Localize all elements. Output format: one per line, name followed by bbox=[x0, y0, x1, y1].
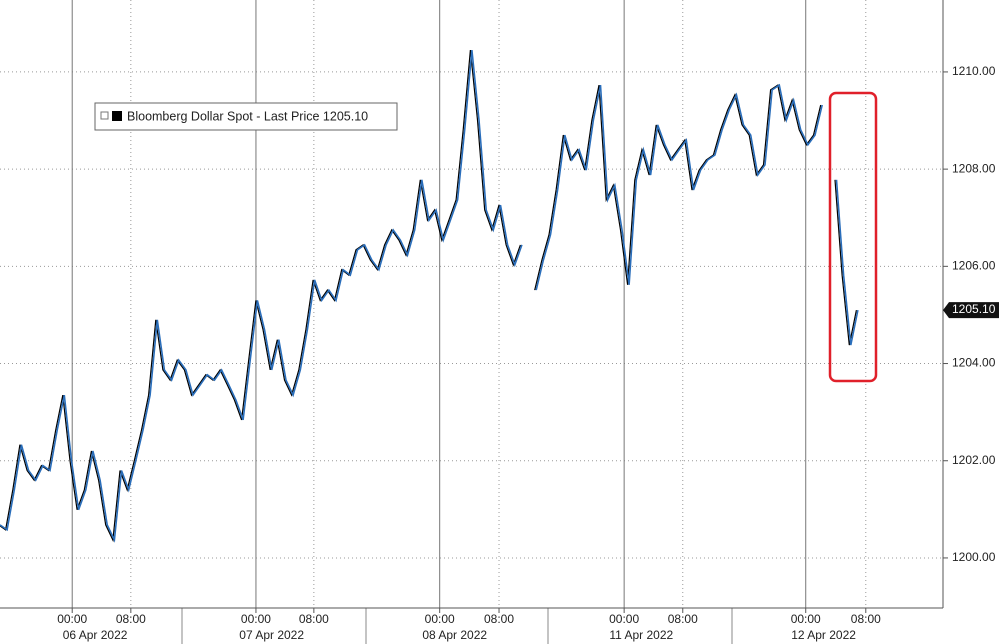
line-shadow bbox=[0, 50, 857, 543]
y-tick-label: 1200.00 bbox=[952, 550, 996, 564]
y-tick-label: 1210.00 bbox=[952, 64, 996, 78]
x-tick-label: 08:00 bbox=[116, 612, 146, 626]
legend-label: Bloomberg Dollar Spot - Last Price 1205.… bbox=[127, 109, 368, 123]
x-date-label: 06 Apr 2022 bbox=[63, 628, 128, 642]
price-line bbox=[0, 50, 859, 543]
plot bbox=[0, 50, 859, 543]
x-tick-label: 00:00 bbox=[609, 612, 639, 626]
grid bbox=[0, 0, 943, 608]
y-tick-label: 1208.00 bbox=[952, 161, 996, 175]
x-date-label: 07 Apr 2022 bbox=[239, 628, 304, 642]
x-date-label: 12 Apr 2022 bbox=[791, 628, 856, 642]
day-separators bbox=[181, 608, 733, 644]
y-tick-label: 1202.00 bbox=[952, 453, 996, 467]
y-tick-label: 1204.00 bbox=[952, 356, 996, 370]
x-tick-label: 08:00 bbox=[484, 612, 514, 626]
last-price-label: 1205.10 bbox=[952, 302, 996, 316]
x-date-label: 11 Apr 2022 bbox=[609, 628, 673, 642]
x-tick-label: 00:00 bbox=[425, 612, 455, 626]
legend: Bloomberg Dollar Spot - Last Price 1205.… bbox=[94, 102, 398, 131]
x-tick-label: 08:00 bbox=[851, 612, 881, 626]
x-tick-label: 00:00 bbox=[241, 612, 271, 626]
x-tick-label: 00:00 bbox=[791, 612, 821, 626]
axes: 1200.00 1202.00 1204.00 1206.00 1208.00 1210.… bbox=[57, 64, 999, 642]
highlight-box bbox=[828, 91, 878, 383]
x-tick-label: 08:00 bbox=[668, 612, 698, 626]
legend-swatch bbox=[112, 111, 122, 121]
x-tick-label: 00:00 bbox=[57, 612, 87, 626]
y-tick-label: 1206.00 bbox=[952, 259, 996, 273]
x-date-label: 08 Apr 2022 bbox=[422, 628, 487, 642]
last-price-marker bbox=[943, 302, 999, 319]
legend-toggle bbox=[100, 111, 109, 120]
legend-box bbox=[94, 102, 398, 131]
x-tick-label: 08:00 bbox=[299, 612, 329, 626]
